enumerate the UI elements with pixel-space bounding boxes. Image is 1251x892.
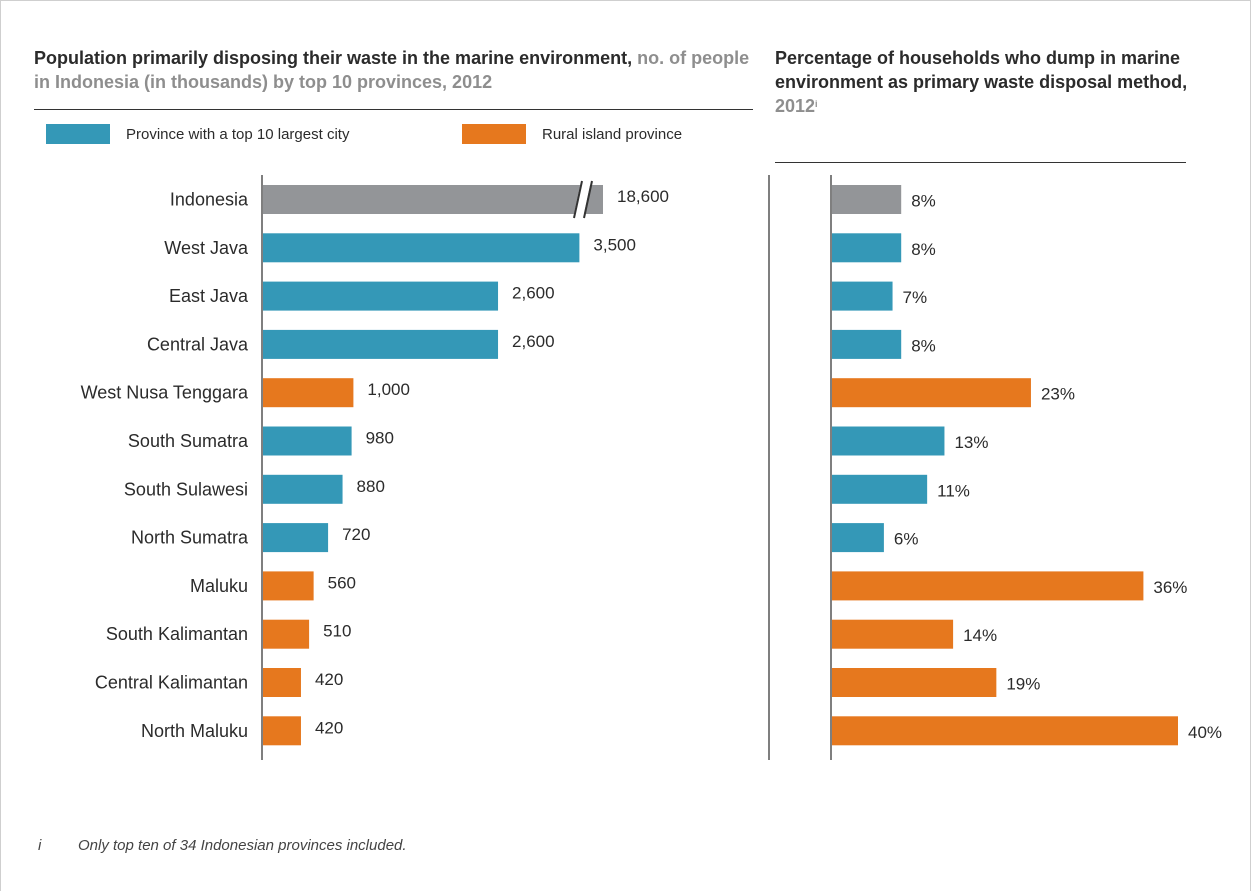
left-bar-south-sumatra [263, 426, 352, 456]
axis-break-mark-1 [573, 180, 583, 219]
left-category-label-east-java: East Java [169, 286, 249, 306]
right-bar-indonesia [832, 185, 902, 214]
footnote: i Only top ten of 34 Indonesian provinces… [38, 837, 407, 854]
right-bar-central-java [832, 329, 902, 359]
left-bar-north-sumatra [263, 523, 329, 553]
left-bar-north-maluku [263, 716, 301, 746]
legend-label-city: Province with a top 10 largest city [126, 125, 350, 143]
right-chart-title: Percentage of households who dump in mar… [775, 46, 1195, 118]
left-category-label-south-sumatra: South Sumatra [128, 431, 249, 451]
right-chart-title-footnote-marker: i [815, 99, 818, 109]
left-bar-south-kalimantan [263, 619, 310, 649]
left-bar-indonesia [263, 185, 603, 214]
right-value-label-south-sulawesi: 11% [937, 481, 970, 500]
left-value-label-indonesia: 18,600 [617, 187, 669, 206]
right-value-label-west-java: 8% [911, 240, 936, 259]
left-value-label-west-java: 3,500 [593, 235, 636, 254]
right-bar-north-maluku [832, 716, 1178, 746]
left-bar-west-java [263, 233, 580, 263]
left-chart-title-sub: no. of people in Indonesia (in thousands… [34, 48, 750, 92]
right-value-label-maluku: 36% [1153, 578, 1187, 597]
right-bar-central-kalimantan [832, 668, 997, 697]
left-value-label-south-kalimantan: 510 [323, 622, 351, 641]
right-bar-maluku [832, 571, 1144, 601]
left-chart-title: Population primarily disposing their was… [34, 46, 764, 94]
right-value-label-north-maluku: 40% [1188, 723, 1222, 742]
left-value-label-central-java: 2,600 [512, 332, 555, 351]
left-category-label-south-kalimantan: South Kalimantan [106, 624, 248, 644]
right-chart-title-main: Percentage of households who dump in mar… [775, 48, 1188, 92]
right-value-label-south-kalimantan: 14% [963, 626, 997, 645]
left-category-label-north-sumatra: North Sumatra [131, 528, 249, 548]
left-category-label-indonesia: Indonesia [170, 190, 249, 210]
axis-break-mark-2 [583, 180, 593, 219]
left-value-label-maluku: 560 [328, 573, 356, 592]
right-title-rule [775, 162, 1186, 163]
left-value-label-north-maluku: 420 [315, 718, 343, 737]
left-category-label-west-java: West Java [164, 238, 249, 258]
left-title-rule [34, 109, 753, 110]
legend-label-rural: Rural island province [542, 125, 683, 143]
right-chart-title-year: 2012 [775, 96, 816, 116]
left-chart-title-main: Population primarily disposing their was… [34, 48, 633, 68]
footnote-text: Only top ten of 34 Indonesian provinces … [78, 837, 407, 854]
right-bar-north-sumatra [832, 523, 884, 553]
left-category-label-north-maluku: North Maluku [141, 721, 248, 741]
left-category-label-south-sulawesi: South Sulawesi [124, 479, 248, 499]
left-bar-east-java [263, 281, 499, 311]
left-value-label-north-sumatra: 720 [342, 525, 370, 544]
right-value-label-west-nusa-tenggara: 23% [1041, 385, 1075, 404]
left-value-label-central-kalimantan: 420 [315, 670, 343, 689]
axis-break-gap [573, 181, 591, 218]
right-value-label-south-sumatra: 13% [954, 433, 988, 452]
legend-swatch-rural [462, 124, 526, 144]
right-value-label-east-java: 7% [903, 288, 928, 307]
right-bar-west-nusa-tenggara [832, 378, 1031, 408]
right-bar-south-sumatra [832, 426, 945, 456]
left-bar-central-java [263, 329, 499, 359]
right-bar-south-sulawesi [832, 474, 928, 504]
footnote-marker: i [38, 837, 42, 854]
left-bar-south-sulawesi [263, 474, 343, 504]
right-value-label-central-java: 8% [911, 336, 936, 355]
left-bar-central-kalimantan [263, 668, 301, 697]
legend-item-city: Province with a top 10 largest city [46, 124, 349, 144]
legend-swatch-city [46, 124, 110, 144]
right-value-label-north-sumatra: 6% [894, 530, 919, 549]
left-category-label-central-java: Central Java [147, 334, 249, 354]
left-category-label-west-nusa-tenggara: West Nusa Tenggara [81, 383, 249, 403]
left-value-label-south-sulawesi: 880 [357, 477, 385, 496]
left-value-label-west-nusa-tenggara: 1,000 [367, 380, 410, 399]
left-bar-maluku [263, 571, 314, 601]
right-bar-west-java [832, 233, 902, 263]
left-category-label-central-kalimantan: Central Kalimantan [95, 673, 248, 693]
right-value-label-central-kalimantan: 19% [1006, 675, 1040, 694]
right-bar-south-kalimantan [832, 619, 954, 649]
right-value-label-indonesia: 8% [911, 192, 936, 211]
legend-item-rural: Rural island province [462, 124, 682, 144]
left-bar-west-nusa-tenggara [263, 378, 354, 408]
left-value-label-south-sumatra: 980 [366, 429, 394, 448]
left-category-label-maluku: Maluku [190, 576, 248, 596]
right-bar-east-java [832, 281, 893, 311]
left-value-label-east-java: 2,600 [512, 284, 555, 303]
